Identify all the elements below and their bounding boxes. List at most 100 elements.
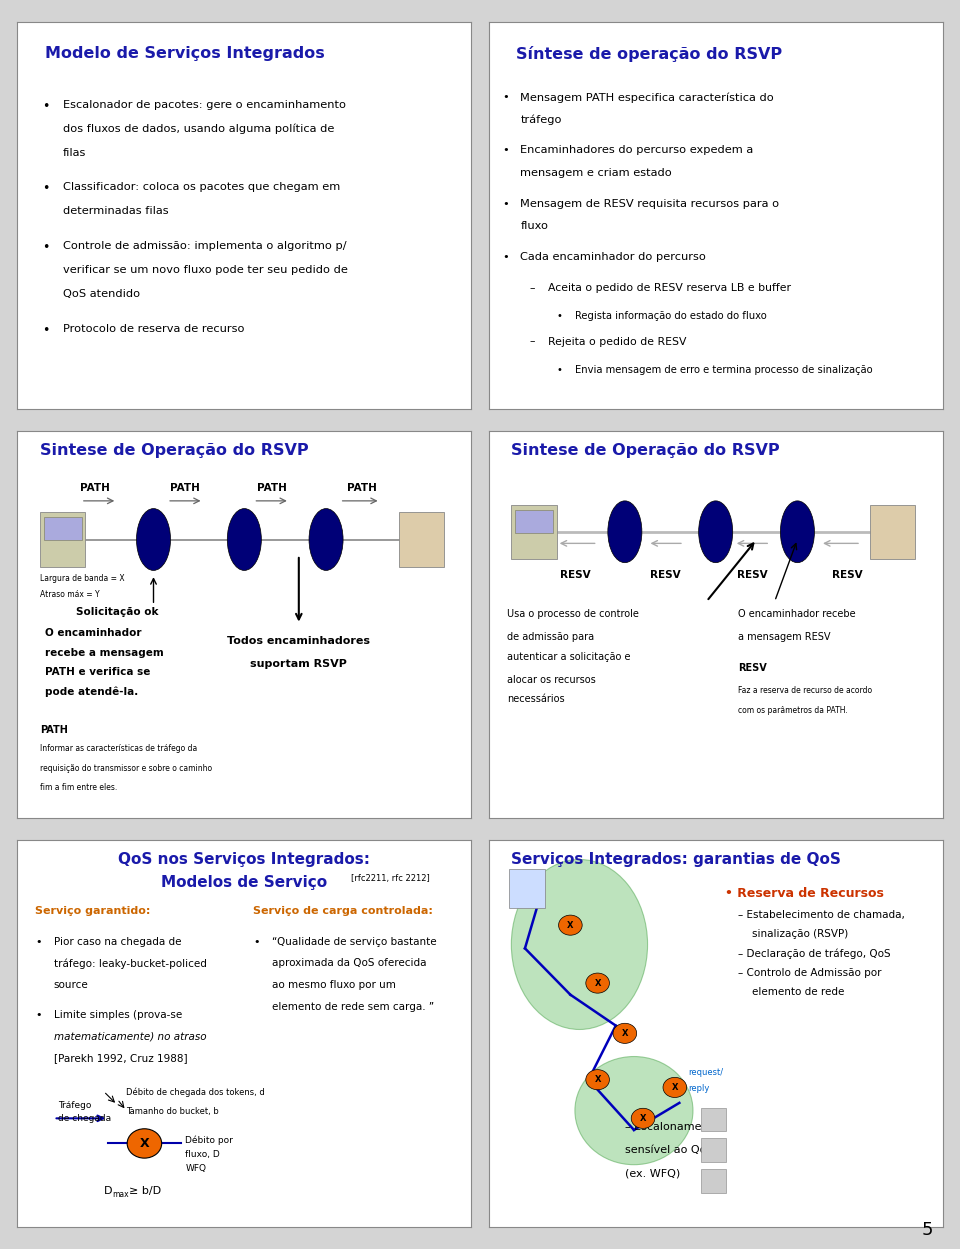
Ellipse shape [228,508,261,571]
Text: Escalonador de pacotes: gere o encaminhamento: Escalonador de pacotes: gere o encaminha… [62,100,346,110]
Text: •: • [502,145,509,155]
Text: •: • [557,365,563,375]
Text: Sintese de Operação do RSVP: Sintese de Operação do RSVP [40,443,308,458]
Text: Serviços Integrados: garantias de QoS: Serviços Integrados: garantias de QoS [512,852,841,867]
Text: WFQ: WFQ [185,1164,206,1173]
Text: fluxo: fluxo [520,221,548,231]
Text: Modelos de Serviço: Modelos de Serviço [161,876,327,891]
Text: Mensagem PATH especifica característica do: Mensagem PATH especifica característica … [520,92,774,102]
Text: Controle de admissão: implementa o algoritmo p/: Controle de admissão: implementa o algor… [62,241,347,251]
FancyBboxPatch shape [701,1169,726,1193]
FancyBboxPatch shape [509,869,545,908]
Text: request/: request/ [688,1068,724,1077]
Text: – Controlo de Admissão por: – Controlo de Admissão por [738,968,882,978]
Text: QoS nos Serviços Integrados:: QoS nos Serviços Integrados: [118,852,371,867]
Text: •: • [502,199,509,209]
Text: autenticar a solicitação e: autenticar a solicitação e [507,652,631,662]
Text: X: X [594,979,601,988]
Text: ≥ b/D: ≥ b/D [129,1187,160,1197]
Text: tráfego: tráfego [520,115,562,125]
Text: “Qualidade de serviço bastante: “Qualidade de serviço bastante [272,937,436,947]
Text: X: X [639,1114,646,1123]
FancyBboxPatch shape [40,512,85,567]
Text: –: – [530,282,535,292]
Text: Faz a reserva de recurso de acordo: Faz a reserva de recurso de acordo [738,686,873,696]
Text: sinalização (RSVP): sinalização (RSVP) [752,929,849,939]
Text: pode atendê-la.: pode atendê-la. [44,686,138,697]
Ellipse shape [575,1057,693,1165]
Text: •: • [502,92,509,102]
Text: elemento de rede: elemento de rede [752,987,845,997]
FancyBboxPatch shape [398,512,444,567]
Text: RESV: RESV [738,663,767,673]
Text: determinadas filas: determinadas filas [62,206,168,216]
Text: reply: reply [688,1084,709,1093]
Text: necessários: necessários [507,694,564,704]
Text: RESV: RESV [832,571,863,581]
Text: Limite simples (prova-se: Limite simples (prova-se [54,1010,181,1020]
Ellipse shape [512,859,648,1029]
Text: 5: 5 [922,1222,933,1239]
Text: X: X [622,1029,628,1038]
Text: X: X [594,1075,601,1084]
Text: dos fluxos de dados, usando alguma política de: dos fluxos de dados, usando alguma polít… [62,124,334,134]
Ellipse shape [136,508,171,571]
Text: RESV: RESV [736,571,767,581]
Text: [Parekh 1992, Cruz 1988]: [Parekh 1992, Cruz 1988] [54,1053,187,1063]
Text: Classificador: coloca os pacotes que chegam em: Classificador: coloca os pacotes que che… [62,182,340,192]
Text: com os parâmetros da PATH.: com os parâmetros da PATH. [738,706,848,714]
Text: Serviço garantido:: Serviço garantido: [36,906,151,916]
Text: Modelo de Serviços Integrados: Modelo de Serviços Integrados [44,46,324,61]
Text: Regista informação do estado do fluxo: Regista informação do estado do fluxo [575,311,767,321]
Text: X: X [567,921,574,929]
Ellipse shape [608,501,642,563]
Text: Síntese de operação do RSVP: Síntese de operação do RSVP [516,46,782,61]
Ellipse shape [699,501,732,563]
FancyBboxPatch shape [870,505,916,558]
Text: •: • [502,252,509,262]
Text: •: • [557,311,563,321]
Circle shape [663,1078,686,1098]
Text: recebe a mensagem: recebe a mensagem [44,648,163,658]
Circle shape [586,973,610,993]
Text: Cada encaminhador do percurso: Cada encaminhador do percurso [520,252,707,262]
Text: PATH: PATH [348,483,377,493]
Text: •: • [42,182,50,195]
Text: filas: filas [62,147,86,157]
Text: X: X [672,1083,678,1092]
Circle shape [127,1129,161,1158]
Text: D: D [104,1187,112,1197]
Text: – Estabelecimento de chamada,: – Estabelecimento de chamada, [738,909,905,919]
Text: (ex. WFQ): (ex. WFQ) [625,1169,680,1179]
Text: tráfego: leaky-bucket-policed: tráfego: leaky-bucket-policed [54,958,206,969]
Text: RESV: RESV [560,571,590,581]
Ellipse shape [309,508,343,571]
Text: Mensagem de RESV requisita recursos para o: Mensagem de RESV requisita recursos para… [520,199,780,209]
Text: Rejeita o pedido de RESV: Rejeita o pedido de RESV [547,336,686,346]
Text: de chegada: de chegada [59,1114,111,1123]
Text: •: • [253,937,260,947]
Text: •: • [42,241,50,254]
Text: Aceita o pedido de RESV reserva LB e buffer: Aceita o pedido de RESV reserva LB e buf… [547,282,791,292]
Text: Débito por: Débito por [185,1135,233,1145]
Text: fim a fim entre eles.: fim a fim entre eles. [40,783,117,792]
Text: Todos encaminhadores: Todos encaminhadores [228,636,371,646]
Text: Tráfego: Tráfego [59,1100,91,1110]
Text: verificar se um novo fluxo pode ter seu pedido de: verificar se um novo fluxo pode ter seu … [62,265,348,275]
Text: • Reserva de Recursos: • Reserva de Recursos [725,887,883,899]
Circle shape [586,1069,610,1089]
Text: •: • [36,937,42,947]
Text: PATH: PATH [40,724,68,734]
Text: Informar as características de tráfego da: Informar as características de tráfego d… [40,744,197,753]
Text: alocar os recursos: alocar os recursos [507,674,595,684]
Text: PATH: PATH [256,483,286,493]
Text: Sintese de Operação do RSVP: Sintese de Operação do RSVP [512,443,780,458]
Circle shape [613,1023,636,1043]
Text: PATH: PATH [170,483,201,493]
Text: O encaminhador recebe: O encaminhador recebe [738,610,856,620]
Text: Largura de banda = X: Largura de banda = X [40,575,125,583]
FancyBboxPatch shape [43,517,82,541]
Text: Usa o processo de controle: Usa o processo de controle [507,610,638,620]
Text: Tamanho do bucket, b: Tamanho do bucket, b [127,1107,219,1115]
Circle shape [632,1108,655,1128]
